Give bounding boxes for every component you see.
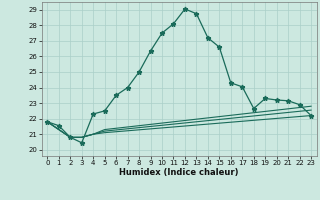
X-axis label: Humidex (Indice chaleur): Humidex (Indice chaleur)	[119, 168, 239, 177]
